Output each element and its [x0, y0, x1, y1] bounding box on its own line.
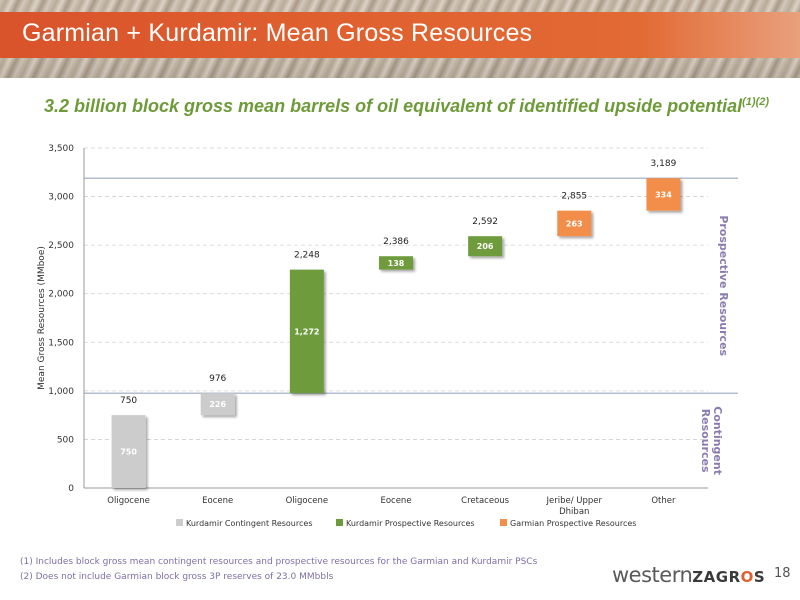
- y-tick-label: 0: [68, 484, 74, 494]
- bar-value-label: 138: [388, 259, 405, 268]
- x-tick-label: Other: [651, 496, 676, 506]
- subtitle-superscript: (1)(2): [742, 96, 770, 108]
- y-tick-label: 2,500: [48, 241, 74, 251]
- legend: Kurdamir Contingent Resources Kurdamir Pr…: [176, 519, 636, 528]
- bar-value-label: 334: [655, 190, 672, 199]
- bar-value-label: 750: [120, 448, 137, 457]
- bar-value-label: 206: [477, 242, 494, 251]
- bar-total-label: 976: [209, 374, 226, 384]
- y-tick-label: 2,000: [48, 290, 74, 300]
- logo-lower: western: [612, 563, 693, 587]
- y-tick-label: 3,000: [48, 193, 74, 203]
- logo-upper-a: ZAGR: [692, 568, 741, 586]
- bar-total-label: 750: [120, 396, 137, 406]
- legend-label: Kurdamir Prospective Resources: [346, 519, 475, 528]
- bar: [468, 236, 503, 257]
- region-labels: Prospective Resources ContingentResources: [699, 215, 730, 475]
- gridlines: [84, 147, 708, 440]
- footnote-1: (1) Includes block gross mean contingent…: [20, 557, 538, 567]
- reference-lines: [84, 177, 738, 394]
- bar: [379, 256, 413, 270]
- y-tick-labels: 0 500 1,000 1,500 2,000 2,500 3,000 3,500: [48, 144, 74, 494]
- bar: [111, 415, 146, 488]
- region-label: Prospective Resources: [717, 215, 730, 356]
- company-logo: westernZAGROS: [612, 563, 765, 587]
- x-tick-labels: Oligocene Eocene Oligocene Eocene Cretaceous…: [107, 496, 676, 517]
- region-label: ContingentResources: [699, 406, 724, 475]
- slide-subtitle: 3.2 billion block gross mean barrels of …: [44, 96, 784, 117]
- slide-title: Garmian + Kurdamir: Mean Gross Resources: [22, 19, 533, 47]
- bar-total-label: 2,855: [561, 192, 587, 202]
- legend-label: Garmian Prospective Resources: [510, 519, 636, 528]
- y-tick-label: 1,500: [48, 338, 74, 348]
- x-tick-label: Cretaceous: [461, 496, 510, 506]
- title-banner: Garmian + Kurdamir: Mean Gross Resources: [0, 0, 800, 78]
- legend-swatch: [336, 519, 343, 526]
- footnote-2: (2) Does not include Garmian block gross…: [20, 572, 334, 582]
- x-tick-label: Oligocene: [286, 496, 329, 506]
- bar-total-label: 2,248: [294, 251, 320, 261]
- bar: [200, 393, 235, 416]
- legend-swatch: [500, 519, 507, 526]
- bar-value-label: 263: [566, 219, 583, 228]
- x-tick-label: Eocene: [380, 496, 411, 506]
- y-axis-label: Mean Gross Resources (MMboe): [37, 246, 47, 390]
- legend-swatch: [176, 519, 183, 526]
- subtitle-text: 3.2 billion block gross mean barrels of …: [44, 96, 743, 116]
- bars: [111, 178, 681, 488]
- y-tick-label: 3,500: [48, 144, 74, 154]
- logo-upper: ZAGROS: [692, 568, 765, 586]
- y-tick-label: 500: [57, 435, 74, 445]
- x-tick-label: Oligocene: [107, 496, 150, 506]
- bar: [557, 210, 592, 237]
- logo-upper-b: S: [753, 568, 766, 586]
- x-tick-label: Eocene: [202, 496, 233, 506]
- bar-value-label: 226: [209, 400, 226, 409]
- bar-total-label: 2,592: [472, 217, 498, 227]
- data-labels: 750 750 226 976 1,272 2,248 138 2,386 206 2,592 26…: [120, 159, 677, 456]
- y-tick-label: 1,000: [48, 387, 74, 397]
- legend-label: Kurdamir Contingent Resources: [186, 519, 312, 528]
- bar: [646, 178, 681, 211]
- bar-total-label: 2,386: [383, 237, 409, 247]
- bar-total-label: 3,189: [651, 159, 677, 169]
- page-number: 18: [774, 566, 791, 581]
- bar: [289, 269, 324, 394]
- axes: [83, 148, 708, 489]
- bar-value-label: 1,272: [294, 327, 319, 336]
- title-band: [0, 12, 800, 58]
- logo-upper-o: O: [740, 568, 754, 586]
- x-tick-label: Jeribe/ Upper Dhiban: [546, 496, 603, 517]
